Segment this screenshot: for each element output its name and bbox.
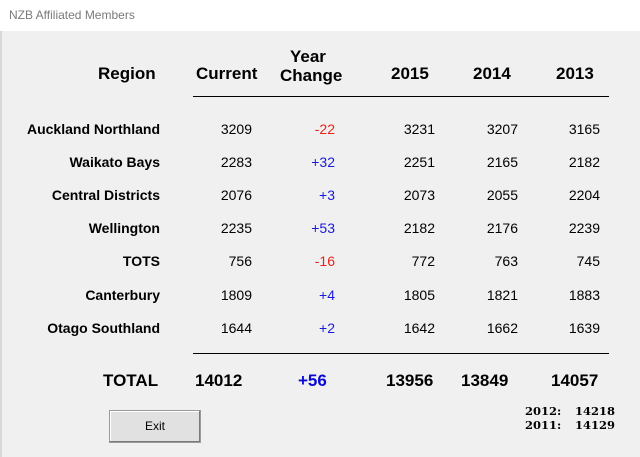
row-2014-value: 1821	[486, 287, 518, 303]
row-current-value: 2076	[220, 187, 252, 203]
total-current: 14012	[195, 371, 243, 390]
row-current-value: 2235	[220, 220, 252, 236]
row-2013-value: 3165	[568, 121, 600, 137]
header-region: Region	[98, 64, 156, 83]
history-value-2011: 14129	[575, 418, 616, 432]
row-2013-value: 2239	[568, 220, 600, 236]
row-2014-value: 2055	[486, 187, 518, 203]
row-year-change-value: +2	[319, 320, 335, 336]
row-2015-value: 2182	[403, 220, 435, 236]
window-titlebar: NZB Affiliated Members	[0, 0, 640, 31]
row-2015-value: 1642	[403, 320, 435, 336]
header-current: Current	[196, 64, 258, 83]
row-current-value: 1809	[220, 287, 252, 303]
row-2015-value: 2251	[403, 154, 435, 170]
row-2014-value: 1662	[486, 320, 518, 336]
row-year-change-value: -22	[314, 121, 335, 137]
header-2015: 2015	[391, 64, 429, 83]
row-2015-value: 772	[411, 253, 435, 269]
row-2013-value: 2204	[568, 187, 600, 203]
header-year-change-line2: Change	[280, 66, 343, 85]
row-2015-value: 2073	[403, 187, 435, 203]
row-region-label: Canterbury	[85, 287, 160, 303]
header-2013: 2013	[556, 64, 594, 83]
history-year-2011: 2011:	[525, 418, 562, 432]
history-value-2012: 14218	[575, 404, 616, 418]
row-year-change-value: +32	[311, 154, 335, 170]
row-region-label: Auckland Northland	[26, 121, 160, 137]
row-current-value: 3209	[220, 121, 252, 137]
row-region-label: Wellington	[88, 220, 160, 236]
row-year-change-value: +3	[319, 187, 335, 203]
row-region-label: TOTS	[122, 253, 160, 269]
row-2015-value: 1805	[403, 287, 435, 303]
total-change: +56	[298, 371, 327, 390]
header-year-change-line1: Year	[290, 47, 326, 66]
window-title: NZB Affiliated Members	[9, 8, 135, 22]
row-current-value: 756	[228, 253, 252, 269]
row-2013-value: 745	[576, 253, 600, 269]
row-year-change-value: +4	[319, 287, 335, 303]
header-2014: 2014	[473, 64, 511, 83]
row-current-value: 2283	[220, 154, 252, 170]
history-year-2012: 2012:	[525, 404, 562, 418]
row-2013-value: 2182	[568, 154, 600, 170]
row-2013-value: 1639	[568, 320, 600, 336]
total-2014: 13849	[461, 371, 509, 390]
row-2014-value: 2176	[486, 220, 518, 236]
total-label: TOTAL	[103, 371, 159, 390]
row-region-label: Otago Southland	[47, 320, 160, 336]
row-year-change-value: -16	[314, 253, 335, 269]
row-2013-value: 1883	[568, 287, 600, 303]
row-year-change-value: +53	[311, 220, 335, 236]
header-divider	[193, 96, 609, 97]
row-current-value: 1644	[220, 320, 252, 336]
total-2013: 14057	[551, 371, 599, 390]
total-divider	[193, 353, 609, 354]
row-2014-value: 2165	[486, 154, 518, 170]
window-left-edge	[0, 31, 2, 457]
total-2015: 13956	[386, 371, 434, 390]
row-region-label: Waikato Bays	[69, 154, 160, 170]
row-2014-value: 763	[494, 253, 518, 269]
row-2014-value: 3207	[486, 121, 518, 137]
exit-button[interactable]: Exit	[109, 410, 201, 443]
row-2015-value: 3231	[403, 121, 435, 137]
row-region-label: Central Districts	[51, 187, 160, 203]
